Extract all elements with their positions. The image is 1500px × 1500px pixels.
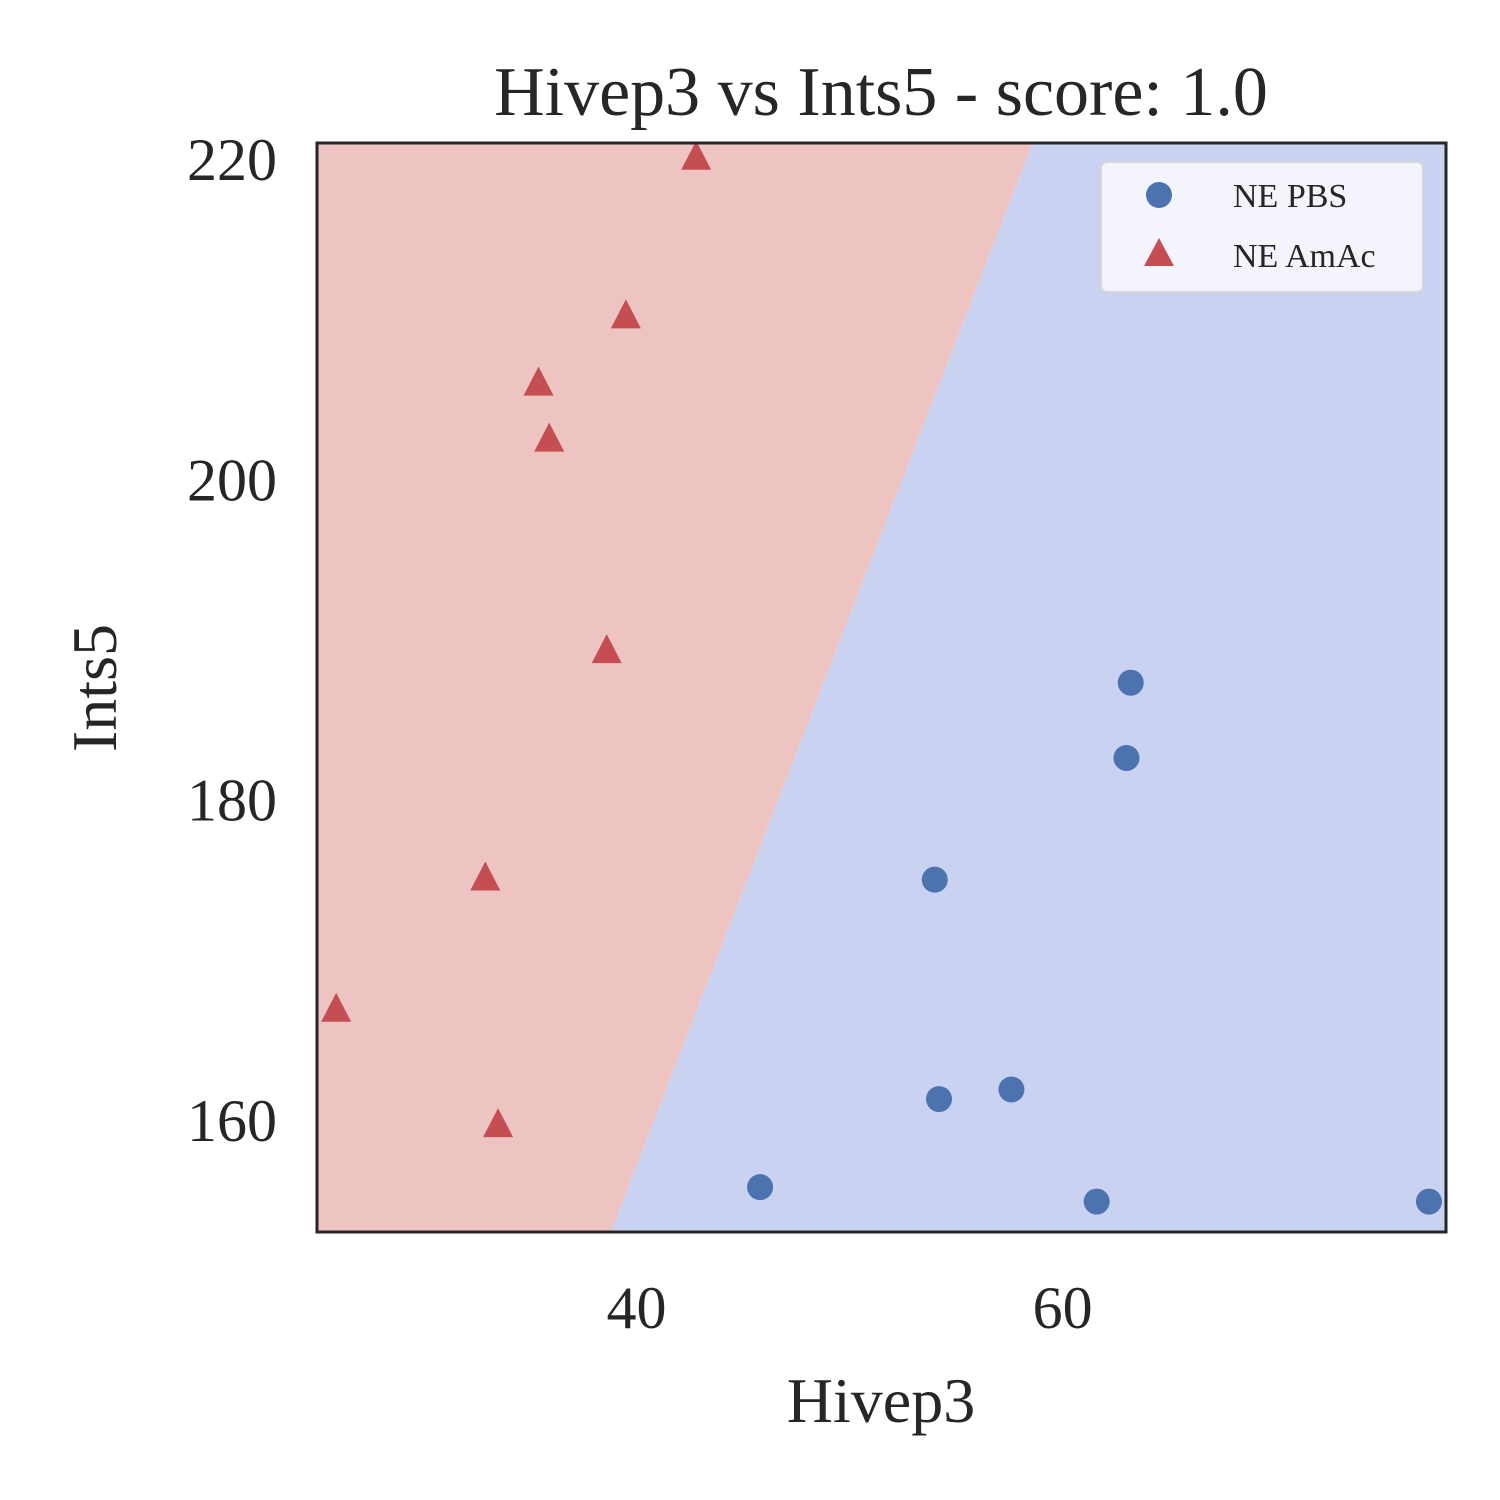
point-ne-amac — [470, 861, 501, 891]
y-tick-label: 220 — [187, 127, 277, 193]
point-ne-amac — [610, 299, 641, 329]
point-ne-amac — [591, 634, 622, 664]
region-ne-amac — [317, 143, 1033, 1232]
point-ne-amac — [681, 143, 712, 170]
point-ne-pbs — [998, 1076, 1025, 1103]
point-ne-amac — [483, 1108, 514, 1138]
chart-title: Hivep3 vs Ints5 - score: 1.0 — [494, 54, 1268, 131]
point-ne-pbs — [747, 1174, 774, 1201]
point-ne-pbs — [1083, 1188, 1110, 1215]
point-ne-pbs — [926, 1086, 953, 1113]
legend-label-ne-pbs: NE PBS — [1233, 178, 1347, 215]
point-ne-pbs — [1117, 669, 1144, 696]
point-ne-pbs — [1415, 1188, 1442, 1215]
point-ne-pbs — [1113, 744, 1140, 771]
plot-frame — [315, 141, 1448, 1234]
legend-box — [1100, 161, 1424, 293]
legend-label-ne-amac: NE AmAc — [1233, 238, 1376, 275]
point-ne-amac — [523, 366, 554, 396]
point-ne-amac — [321, 992, 352, 1022]
point-ne-pbs — [921, 866, 948, 893]
y-ticks: 160 180 200 220 — [187, 127, 277, 1154]
x-tick-label: 60 — [1033, 1275, 1093, 1341]
y-tick-label: 160 — [187, 1088, 277, 1154]
decision-regions — [317, 143, 1446, 1232]
y-tick-label: 200 — [187, 447, 277, 513]
y-tick-label: 180 — [187, 768, 277, 834]
data-points — [321, 143, 1442, 1215]
point-ne-amac — [534, 422, 565, 452]
x-tick-label: 40 — [607, 1275, 667, 1341]
x-axis-label: Hivep3 — [787, 1365, 975, 1436]
legend-marker-ne-amac — [1144, 238, 1174, 266]
legend: NE PBS NE AmAc — [1100, 161, 1424, 293]
region-ne-pbs — [610, 143, 1446, 1232]
legend-marker-ne-pbs — [1146, 182, 1172, 208]
y-axis-label: Ints5 — [59, 624, 130, 752]
x-ticks: 40 60 — [607, 1275, 1093, 1341]
